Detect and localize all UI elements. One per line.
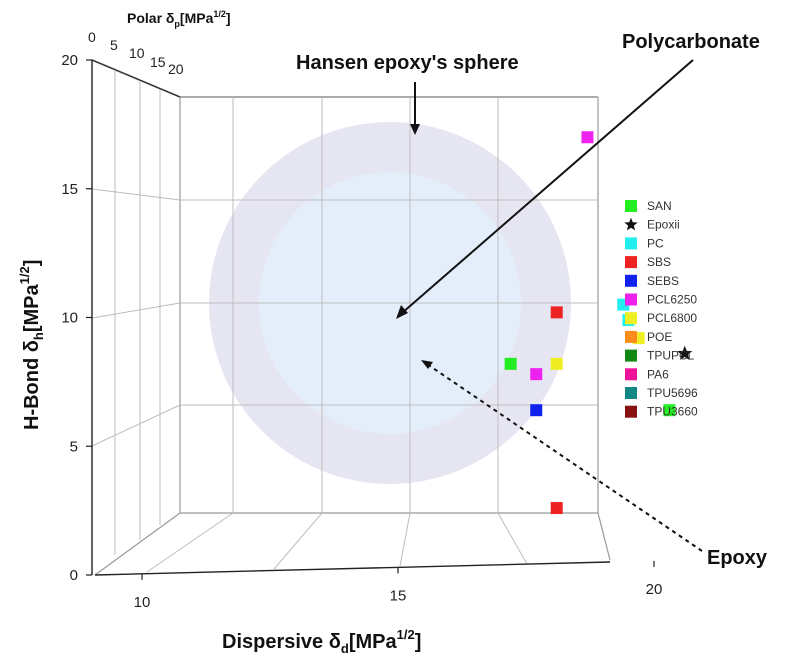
legend-label-sebs: SEBS xyxy=(647,274,679,288)
y-axis-title: H-Bond δh[MPa1/2] xyxy=(17,260,46,430)
grid-line-side xyxy=(91,188,181,201)
legend-label-san: SAN xyxy=(647,199,672,213)
point-san xyxy=(504,357,517,370)
legend-label-pcl6800: PCL6800 xyxy=(647,311,697,325)
grid-line-floor xyxy=(399,512,411,567)
legend-marker-sbs xyxy=(625,256,637,269)
legend: SAN Epoxii PC SBS SEBS PCL6250 PCL6800 POE TPUPC… xyxy=(624,199,698,419)
legend-label-pa6: PA6 xyxy=(647,367,669,381)
grid-line-side xyxy=(91,302,181,319)
y-tick-label: 20 xyxy=(61,52,78,69)
polar-tick: 20 xyxy=(168,61,184,77)
polar-axis-title: Polar δp[MPa1/2] xyxy=(127,9,231,29)
y-tick-label: 15 xyxy=(61,181,78,198)
polycarbonate-arrowhead xyxy=(396,305,408,319)
polar-tick: 0 xyxy=(88,29,96,45)
grid-line-side xyxy=(91,404,181,447)
polar-tick: 10 xyxy=(129,45,145,61)
point-epoxii xyxy=(677,345,693,360)
legend-label-poe: POE xyxy=(647,330,672,344)
grid xyxy=(91,70,598,573)
legend-marker-pc xyxy=(625,237,637,250)
legend-marker-san xyxy=(625,200,637,212)
legend-label-tpu5696: TPU5696 xyxy=(647,386,698,400)
y-tick-label: 0 xyxy=(70,567,78,584)
polar-tick: 15 xyxy=(150,54,166,70)
y-tick-label: 5 xyxy=(70,438,78,455)
sphere-annotation: Hansen epoxy's sphere xyxy=(296,52,519,74)
legend-marker-pcl6250 xyxy=(625,293,637,306)
epoxy-arrowhead xyxy=(421,360,433,369)
grid-line-floor xyxy=(497,512,528,565)
floor-left-edge xyxy=(94,512,181,576)
legend-label-pcl6250: PCL6250 xyxy=(647,293,697,307)
polar-tick: 5 xyxy=(110,37,118,53)
sphere-arrowhead xyxy=(410,124,420,135)
annotations: Hansen epoxy's sphere Polycarbonate Epox… xyxy=(296,31,768,569)
point-san xyxy=(663,404,676,417)
y-ticks: 0 5 10 15 20 xyxy=(61,52,92,584)
floor-right-edge xyxy=(597,512,611,561)
legend-marker-tpupcl xyxy=(625,349,637,362)
y-tick-label: 10 xyxy=(61,310,78,327)
legend-label-tpupcl: TPUPCL xyxy=(647,349,695,363)
grid-line-floor xyxy=(273,512,323,570)
legend-marker-tpu3660 xyxy=(625,405,637,418)
point-pcl6250 xyxy=(530,368,543,381)
x-axis-line xyxy=(94,561,611,576)
point-sbs xyxy=(550,502,563,515)
grid-line-floor xyxy=(146,512,234,573)
x-tick-label: 15 xyxy=(390,587,407,604)
epoxy-annotation: Epoxy xyxy=(707,547,768,569)
x-tick-label: 20 xyxy=(646,581,663,598)
legend-marker-sebs xyxy=(625,274,637,287)
x-ticks: 10152025 xyxy=(134,560,663,611)
legend-label-pc: PC xyxy=(647,236,664,250)
polycarbonate-arrow xyxy=(401,59,694,314)
legend-marker-tpu5696 xyxy=(625,387,637,399)
point-pcl6250 xyxy=(581,131,594,144)
legend-marker-poe xyxy=(625,330,637,343)
x-tick-label: 10 xyxy=(134,594,151,611)
point-pcl6800 xyxy=(550,357,563,370)
polycarbonate-annotation: Polycarbonate xyxy=(622,31,760,53)
legend-marker-pa6 xyxy=(625,368,637,381)
legend-label-tpu3660: TPU3660 xyxy=(647,405,698,419)
legend-marker-epoxii xyxy=(624,217,638,231)
polar-axis: 0 5 10 15 20 Polar δp[MPa1/2] xyxy=(88,9,231,98)
x-axis-title: Dispersive δd[MPa1/2] xyxy=(222,627,421,655)
polar-axis-line xyxy=(91,59,181,98)
point-sebs xyxy=(530,404,543,417)
legend-label-sbs: SBS xyxy=(647,255,671,269)
point-sbs xyxy=(550,306,563,319)
legend-marker-pcl6800 xyxy=(625,312,637,325)
legend-label-epoxii: Epoxii xyxy=(647,218,680,232)
